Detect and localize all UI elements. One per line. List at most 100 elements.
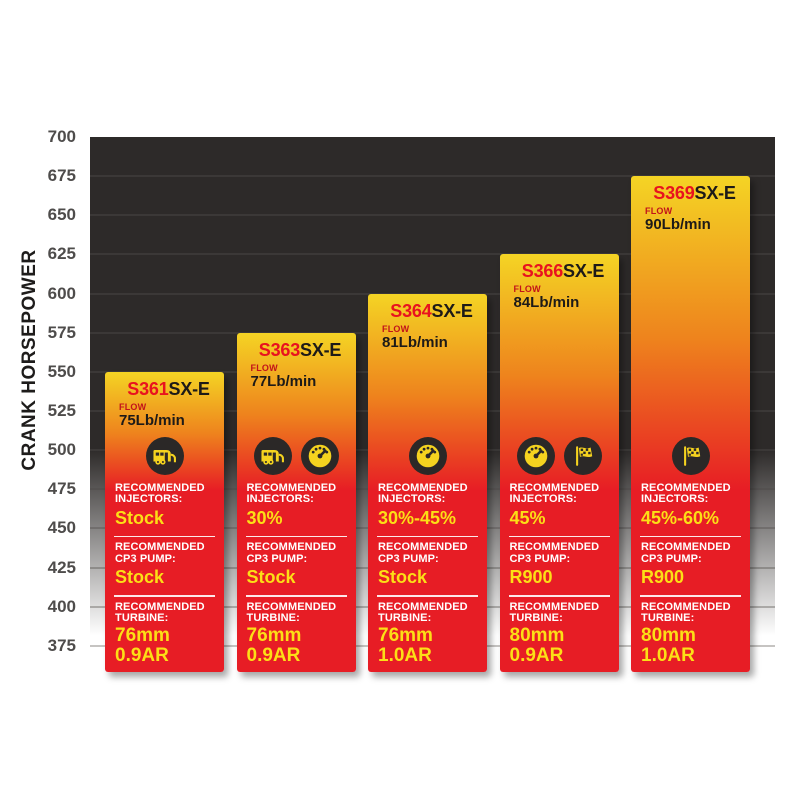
plot-area: S361SX-E FLOW 75Lb/min RECOMMENDED INJECT… — [90, 137, 775, 685]
bar-header: S369SX-E FLOW 90Lb/min — [631, 176, 750, 233]
gauge-icon — [408, 436, 447, 475]
bar-header: S364SX-E FLOW 81Lb/min — [368, 294, 487, 351]
turbine-section: RECOMMENDED TURBINE: 80mm 0.9AR — [500, 600, 619, 672]
y-axis-tick-label: 600 — [47, 283, 76, 303]
flag-icon — [563, 436, 602, 475]
turbine-value: 76mm 0.9AR — [246, 624, 302, 666]
icon-row — [631, 436, 750, 475]
turbine-label: RECOMMENDED TURBINE: — [115, 600, 205, 625]
y-axis-tick-label: 425 — [47, 557, 76, 577]
y-axis-tick-label: 375 — [47, 635, 76, 655]
model-name: S369SX-E — [645, 183, 744, 203]
rv-icon — [145, 436, 184, 475]
y-axis-tick-label: 550 — [47, 361, 76, 381]
turbo-bar-s361: S361SX-E FLOW 75Lb/min RECOMMENDED INJECT… — [105, 371, 224, 672]
model-series: SX-E — [694, 183, 736, 204]
flow-value: 75Lb/min — [119, 411, 185, 429]
turbine-value: 80mm 0.9AR — [509, 624, 565, 666]
bar-details: RECOMMENDED INJECTORS: 45% RECOMMENDED CP3… — [500, 436, 619, 672]
model-series: SX-E — [431, 300, 473, 321]
flow-value: 81Lb/min — [382, 333, 448, 351]
injectors-label: RECOMMENDED INJECTORS: — [115, 481, 205, 506]
cp3-pump-label: RECOMMENDED CP3 PUMP: — [509, 541, 600, 565]
y-axis-tick-label: 450 — [47, 518, 76, 538]
flag-icon — [671, 436, 710, 475]
icon-row — [237, 436, 356, 475]
cp3-pump-label: RECOMMENDED CP3 PUMP: — [246, 541, 337, 565]
turbine-value: 76mm 0.9AR — [115, 624, 170, 666]
section-divider — [114, 535, 215, 538]
model-number: S363 — [258, 339, 301, 360]
bar-details: RECOMMENDED INJECTORS: 45%-60% RECOMMENDE… — [631, 436, 750, 672]
gauge-icon — [300, 436, 339, 475]
y-axis-tick-label: 625 — [47, 244, 76, 264]
cp3-pump-section: RECOMMENDED CP3 PUMP: Stock — [105, 542, 224, 589]
section-divider — [640, 535, 741, 538]
flow-value: 90Lb/min — [645, 216, 711, 234]
turbine-label: RECOMMENDED TURBINE: — [378, 600, 468, 625]
bar-details: RECOMMENDED INJECTORS: 30%-45% RECOMMENDE… — [368, 436, 487, 672]
model-number: S361 — [127, 378, 169, 399]
flow-label: FLOW — [382, 323, 410, 334]
cp3-pump-value: Stock — [115, 567, 165, 588]
flow-value: 77Lb/min — [250, 372, 317, 390]
section-divider — [114, 595, 215, 597]
bar-header: S366SX-E FLOW 84Lb/min — [500, 254, 619, 311]
turbine-label: RECOMMENDED TURBINE: — [641, 600, 731, 625]
section-divider — [640, 595, 741, 597]
cp3-pump-section: RECOMMENDED CP3 PUMP: R900 — [631, 542, 750, 589]
injectors-label: RECOMMENDED INJECTORS: — [641, 481, 731, 506]
section-divider — [245, 535, 347, 538]
model-name: S361SX-E — [119, 379, 218, 399]
turbo-bar-s366: S366SX-E FLOW 84Lb/min RECOMMENDED INJECT… — [499, 254, 619, 672]
section-divider — [508, 595, 610, 597]
flow-label: FLOW — [513, 284, 541, 295]
bar-header: S363SX-E FLOW 77Lb/min — [237, 333, 356, 390]
cp3-pump-label: RECOMMENDED CP3 PUMP: — [115, 541, 205, 565]
gridline-650 — [90, 214, 775, 217]
turbo-bar-s364: S364SX-E FLOW 81Lb/min RECOMMENDED INJECT… — [368, 293, 487, 672]
turbine-value: 80mm 1.0AR — [641, 624, 696, 666]
flow-label: FLOW — [250, 362, 278, 373]
y-axis-tick-label: 500 — [47, 440, 76, 460]
bar-details: RECOMMENDED INJECTORS: 30% RECOMMENDED CP3… — [237, 436, 356, 672]
y-axis-tick-label: 700 — [47, 127, 76, 146]
cp3-pump-section: RECOMMENDED CP3 PUMP: R900 — [500, 542, 619, 589]
model-series: SX-E — [168, 378, 210, 399]
y-axis-tick-label: 575 — [47, 322, 76, 342]
injectors-value: 30%-45% — [378, 507, 457, 528]
cp3-pump-value: Stock — [246, 567, 296, 588]
icon-row — [105, 436, 224, 475]
gauge-icon — [516, 436, 555, 475]
rv-icon — [253, 436, 292, 475]
turbine-section: RECOMMENDED TURBINE: 76mm 1.0AR — [368, 600, 487, 672]
injectors-section: RECOMMENDED INJECTORS: 30%-45% — [368, 481, 487, 530]
turbo-bar-s363: S363SX-E FLOW 77Lb/min RECOMMENDED INJECT… — [236, 332, 356, 672]
injectors-label: RECOMMENDED INJECTORS: — [378, 481, 468, 506]
cp3-pump-section: RECOMMENDED CP3 PUMP: Stock — [368, 542, 487, 589]
cp3-pump-label: RECOMMENDED CP3 PUMP: — [641, 541, 731, 565]
model-number: S369 — [653, 183, 695, 204]
y-axis-tick-label: 650 — [47, 205, 76, 225]
y-axis-tick-label: 525 — [47, 401, 76, 420]
y-axis-tick-label: 400 — [47, 596, 76, 616]
injectors-value: 45%-60% — [641, 507, 720, 528]
model-number: S364 — [390, 300, 432, 321]
section-divider — [377, 595, 478, 597]
turbine-label: RECOMMENDED TURBINE: — [246, 600, 337, 625]
cp3-pump-value: R900 — [509, 567, 553, 588]
icon-row — [500, 436, 619, 475]
bar-details: RECOMMENDED INJECTORS: Stock RECOMMENDED C… — [105, 436, 224, 672]
cp3-pump-value: R900 — [641, 567, 685, 588]
model-number: S366 — [521, 261, 564, 282]
turbine-label: RECOMMENDED TURBINE: — [509, 600, 600, 625]
model-name: S366SX-E — [514, 261, 613, 281]
flow-label: FLOW — [119, 401, 147, 412]
cp3-pump-value: Stock — [378, 567, 428, 588]
section-divider — [508, 535, 610, 538]
icon-row — [368, 436, 487, 475]
y-axis-tick-label: 475 — [47, 479, 76, 499]
y-axis-title: CRANK HORSEPOWER — [19, 249, 40, 471]
model-name: S364SX-E — [382, 301, 481, 321]
